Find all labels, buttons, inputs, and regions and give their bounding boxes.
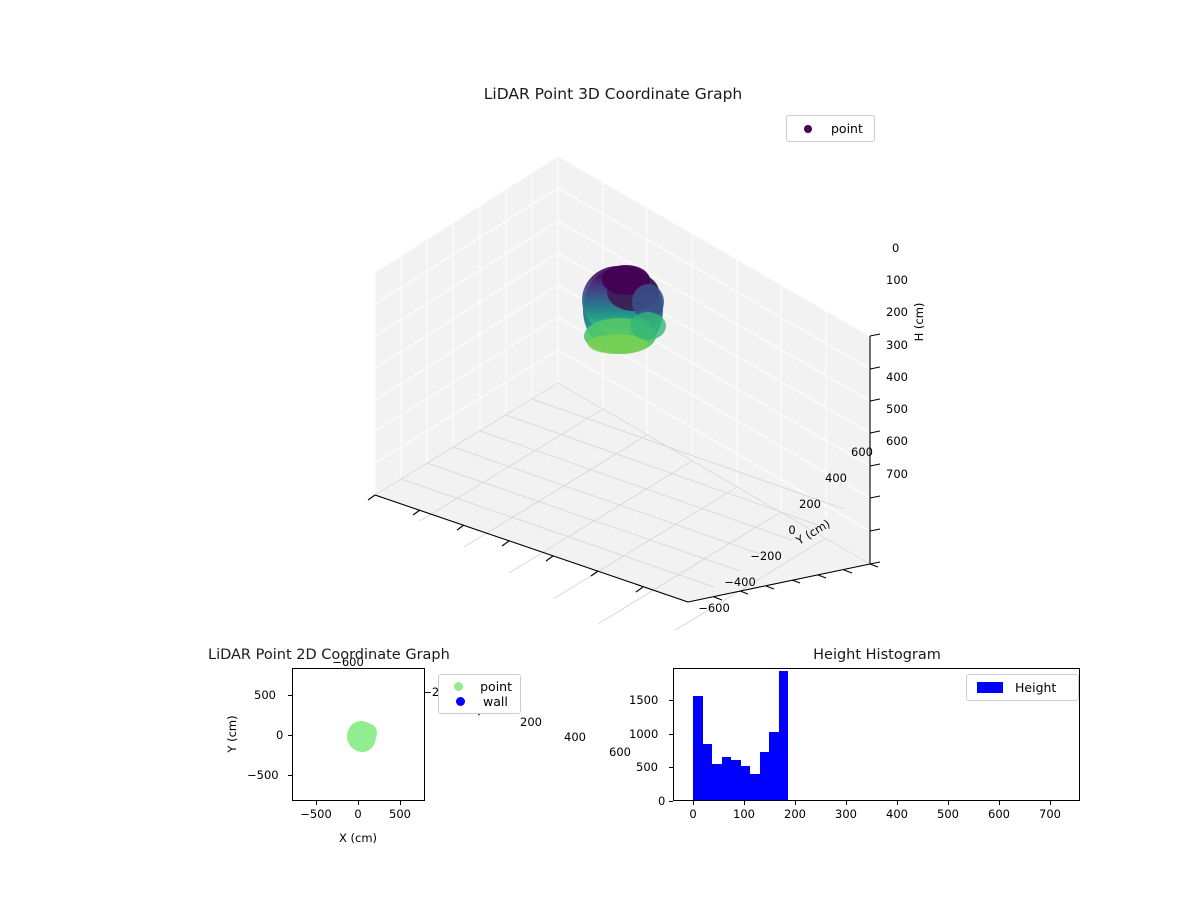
tick-yh-0: 0 xyxy=(658,794,666,808)
axes-3d-canvas xyxy=(367,155,881,630)
tick-z-7: 700 xyxy=(886,467,908,481)
axes-histogram[interactable] xyxy=(673,668,1080,801)
legend-point-marker-icon xyxy=(447,682,470,691)
legend-2d[interactable]: point wall xyxy=(438,674,521,714)
plot-2d-title: LiDAR Point 2D Coordinate Graph xyxy=(208,647,450,663)
hist-bar xyxy=(778,671,788,800)
tick-x-4: 200 xyxy=(520,715,542,729)
legend-hist-label-height: Height xyxy=(1015,680,1057,695)
tick-y2d-0: 500 xyxy=(254,688,276,702)
legend-2d-item-point[interactable]: point xyxy=(447,679,512,694)
tickmark-yh-3 xyxy=(669,699,673,701)
tick-y-4: −200 xyxy=(750,549,782,563)
tick-xh-2: 200 xyxy=(784,807,806,821)
tick-z-0: 0 xyxy=(892,241,900,255)
tickmark-y2d-0 xyxy=(288,694,292,696)
legend-histogram[interactable]: Height xyxy=(966,674,1079,701)
tickmark-y2d-1 xyxy=(288,734,292,736)
hist-bar xyxy=(731,759,741,800)
tick-y-1: 400 xyxy=(825,471,847,485)
legend-2d-label-point: point xyxy=(480,679,512,694)
tickmark-y2d-2 xyxy=(288,774,292,776)
tickmark-x2d-0 xyxy=(316,801,317,805)
tick-yh-2: 1000 xyxy=(629,727,659,741)
tickmark-xh-3 xyxy=(846,801,847,805)
legend-2d-label-wall: wall xyxy=(483,694,508,709)
tick-y-3: 0 xyxy=(788,523,796,537)
legend-hist-item-height[interactable]: Height xyxy=(975,679,1070,696)
legend-point-marker-icon xyxy=(795,124,821,133)
tick-z-6: 600 xyxy=(886,434,908,448)
tick-xh-3: 300 xyxy=(835,807,857,821)
tick-z-4: 400 xyxy=(886,370,908,384)
tick-z-3: 300 xyxy=(886,338,908,352)
tick-y-2: 200 xyxy=(799,497,821,511)
tickmark-xh-6 xyxy=(999,801,1000,805)
tick-z-5: 500 xyxy=(886,402,908,416)
plot-histogram-panel: Height Histogram Height xyxy=(600,640,1160,870)
tick-y-5: −400 xyxy=(724,575,756,589)
tickmark-xh-1 xyxy=(744,801,745,805)
tick-x-5: 400 xyxy=(564,730,586,744)
axes-2d[interactable] xyxy=(292,668,425,801)
tickmark-xh-7 xyxy=(1050,801,1051,805)
axis-label-z: H (cm) xyxy=(912,302,926,342)
tickmark-yh-2 xyxy=(669,733,673,735)
hist-bar xyxy=(693,695,703,800)
hist-bar xyxy=(712,764,722,800)
point-cloud-3d xyxy=(582,265,666,354)
legend-3d[interactable]: point xyxy=(786,115,875,142)
tick-y-6: −600 xyxy=(698,601,730,615)
tickmark-xh-2 xyxy=(795,801,796,805)
hist-bar xyxy=(702,744,713,800)
histogram-title: Height Histogram xyxy=(813,647,941,663)
tick-xh-6: 600 xyxy=(988,807,1010,821)
tick-xh-0: 0 xyxy=(689,807,697,821)
axis-label-y2d: Y (cm) xyxy=(225,715,239,753)
tickmark-xh-5 xyxy=(948,801,949,805)
tick-y2d-2: −500 xyxy=(247,768,279,782)
tick-yh-1: 500 xyxy=(636,760,658,774)
tick-xh-1: 100 xyxy=(733,807,755,821)
hist-bar xyxy=(740,766,751,800)
tickmark-x2d-2 xyxy=(400,801,401,805)
axes-3d[interactable]: −600 −400 −200 0 200 400 600 X (cm) 600 … xyxy=(300,140,926,759)
tick-x2d-0: −500 xyxy=(300,807,332,821)
tick-xh-7: 700 xyxy=(1039,807,1061,821)
point-cloud-2d-lobe xyxy=(357,723,377,743)
tick-xh-4: 400 xyxy=(886,807,908,821)
hist-bar xyxy=(750,773,760,800)
tick-yh-3: 1500 xyxy=(629,693,659,707)
tick-x-6: 600 xyxy=(609,745,631,759)
legend-height-patch-icon xyxy=(975,682,1005,693)
hist-bar xyxy=(769,731,779,800)
tick-y2d-1: 0 xyxy=(276,728,284,742)
tickmark-xh-4 xyxy=(897,801,898,805)
tickmark-yh-0 xyxy=(669,800,673,802)
plot-2d-panel: LiDAR Point 2D Coordinate Graph 500 0 −5… xyxy=(150,640,570,870)
legend-wall-marker-icon xyxy=(447,697,473,706)
tickmark-yh-1 xyxy=(669,766,673,768)
tick-z-2: 200 xyxy=(886,305,908,319)
tickmark-x2d-1 xyxy=(358,801,359,805)
tick-xh-5: 500 xyxy=(937,807,959,821)
legend-3d-item-point[interactable]: point xyxy=(795,120,866,137)
tickmark-xh-0 xyxy=(693,801,694,805)
hist-bar xyxy=(759,752,770,800)
plot-3d-title: LiDAR Point 3D Coordinate Graph xyxy=(483,85,743,103)
tick-x2d-1: 0 xyxy=(354,807,362,821)
tick-x-0: −600 xyxy=(332,655,364,669)
legend-3d-label-point: point xyxy=(831,121,863,136)
tick-y-0: 600 xyxy=(851,445,873,459)
legend-2d-item-wall[interactable]: wall xyxy=(447,694,512,709)
tick-x2d-2: 500 xyxy=(389,807,411,821)
hist-bar xyxy=(721,757,732,800)
tick-z-1: 100 xyxy=(886,273,908,287)
axis-label-x2d: X (cm) xyxy=(338,831,378,845)
